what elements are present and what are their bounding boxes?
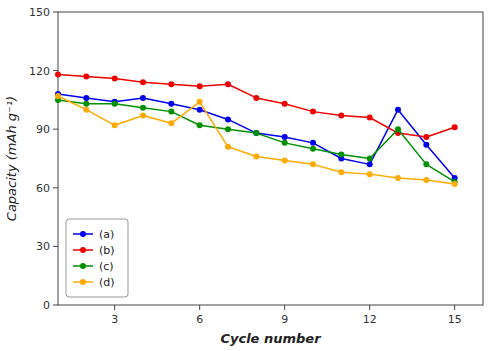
chart: 36912150306090120150Cycle numberCapacity… bbox=[0, 0, 497, 351]
series-point bbox=[83, 107, 89, 113]
series-point bbox=[282, 157, 288, 163]
series-point bbox=[338, 113, 344, 119]
series-point bbox=[112, 122, 118, 128]
x-tick bbox=[369, 305, 370, 310]
legend-marker bbox=[80, 279, 86, 285]
series-point bbox=[168, 81, 174, 87]
series-point bbox=[367, 114, 373, 120]
x-tick-label: 6 bbox=[196, 313, 203, 326]
series-point bbox=[168, 101, 174, 107]
legend-label: (a) bbox=[99, 228, 114, 241]
x-tick bbox=[454, 305, 455, 310]
series-point bbox=[197, 107, 203, 113]
x-tick bbox=[284, 305, 285, 310]
legend-marker bbox=[80, 231, 86, 237]
x-tick-label: 12 bbox=[363, 313, 377, 326]
series-point bbox=[282, 140, 288, 146]
legend-marker bbox=[80, 263, 86, 269]
series-point bbox=[112, 75, 118, 81]
x-tick-label: 9 bbox=[281, 313, 288, 326]
legend-label: (b) bbox=[99, 244, 115, 257]
plot-area bbox=[55, 72, 458, 187]
series-point bbox=[197, 83, 203, 89]
y-tick bbox=[53, 12, 58, 13]
series-point bbox=[423, 142, 429, 148]
legend-box bbox=[66, 219, 128, 297]
series-line bbox=[58, 75, 455, 138]
series-point bbox=[225, 126, 231, 132]
series-point bbox=[140, 113, 146, 119]
series-point bbox=[140, 79, 146, 85]
y-tick-label: 90 bbox=[36, 123, 50, 136]
series-point bbox=[83, 73, 89, 79]
series-line bbox=[58, 96, 455, 184]
series-point bbox=[310, 146, 316, 152]
series-point bbox=[395, 175, 401, 181]
y-tick bbox=[53, 246, 58, 247]
series-point bbox=[197, 99, 203, 105]
series-point bbox=[140, 95, 146, 101]
y-tick-label: 0 bbox=[43, 299, 50, 312]
series-line bbox=[58, 100, 455, 182]
y-tick-label: 120 bbox=[29, 65, 50, 78]
series-point bbox=[452, 124, 458, 130]
y-tick bbox=[53, 187, 58, 188]
y-tick-label: 30 bbox=[36, 240, 50, 253]
series-point bbox=[83, 95, 89, 101]
y-axis-label: Capacity (mAh g⁻¹) bbox=[4, 96, 19, 221]
legend-label: (c) bbox=[99, 260, 114, 273]
series-point bbox=[310, 109, 316, 115]
x-tick-label: 3 bbox=[111, 313, 118, 326]
series-point bbox=[452, 181, 458, 187]
series-point bbox=[338, 152, 344, 158]
x-tick bbox=[114, 305, 115, 310]
series-point bbox=[282, 101, 288, 107]
series-point bbox=[367, 161, 373, 167]
series-point bbox=[423, 134, 429, 140]
series-point bbox=[112, 101, 118, 107]
series-point bbox=[253, 154, 259, 160]
legend-marker bbox=[80, 247, 86, 253]
series-point bbox=[140, 105, 146, 111]
x-axis-label: Cycle number bbox=[220, 331, 322, 346]
series-point bbox=[197, 122, 203, 128]
y-tick bbox=[53, 129, 58, 130]
x-tick bbox=[199, 305, 200, 310]
plot-frame bbox=[58, 12, 483, 305]
y-tick bbox=[53, 305, 58, 306]
series-point bbox=[253, 130, 259, 136]
series-line bbox=[58, 94, 455, 178]
series-point bbox=[225, 144, 231, 150]
series-point bbox=[168, 120, 174, 126]
series-point bbox=[367, 171, 373, 177]
series-point bbox=[395, 107, 401, 113]
series-point bbox=[310, 140, 316, 146]
y-tick-label: 60 bbox=[36, 182, 50, 195]
x-tick-label: 15 bbox=[448, 313, 462, 326]
legend-label: (d) bbox=[99, 276, 115, 289]
series-point bbox=[423, 161, 429, 167]
series-point bbox=[55, 93, 61, 99]
series-point bbox=[310, 161, 316, 167]
series-point bbox=[282, 134, 288, 140]
series-point bbox=[83, 101, 89, 107]
series-point bbox=[253, 95, 259, 101]
series-point bbox=[225, 81, 231, 87]
series-point bbox=[338, 169, 344, 175]
series-point bbox=[367, 156, 373, 162]
legend: (a) (b) (c) (d) bbox=[66, 219, 128, 297]
series-point bbox=[395, 126, 401, 132]
series-point bbox=[168, 109, 174, 115]
y-tick-label: 150 bbox=[29, 6, 50, 19]
y-tick bbox=[53, 70, 58, 71]
series-point bbox=[225, 116, 231, 122]
series-point bbox=[253, 130, 259, 136]
series-point bbox=[423, 177, 429, 183]
series-point bbox=[55, 72, 61, 78]
